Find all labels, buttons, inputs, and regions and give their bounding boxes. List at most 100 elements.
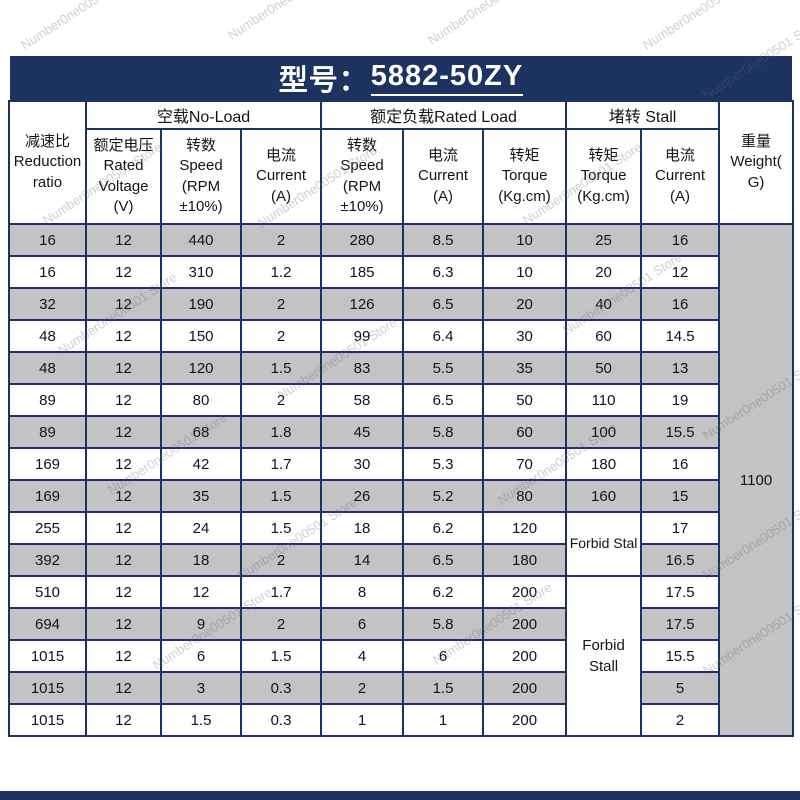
cell: 6 (160, 639, 242, 673)
col-header-rated-speed: 转数 Speed (RPM ±10%) (320, 128, 405, 225)
table-row: 16 12 440 2 280 8.5 10 25 16 1100 (8, 223, 795, 737)
cell: 200 (482, 639, 568, 673)
cell: 15.5 (640, 639, 721, 673)
cell: 12 (640, 255, 721, 289)
cell: 17.5 (640, 575, 721, 609)
table-row: 169 12 42 1.7 30 5.3 70 180 16 (8, 447, 793, 481)
cell: 8.5 (402, 223, 485, 257)
cell: 30 (320, 447, 405, 481)
cell: 16 (8, 255, 87, 289)
table-row: 255 12 24 1.5 18 6.2 120 Forbid Stal 17 (8, 511, 793, 577)
cell: 50 (482, 383, 568, 417)
cell: 14.5 (640, 319, 721, 353)
cell: 60 (565, 319, 643, 353)
cell: 1.7 (239, 447, 323, 481)
cell: 17.5 (640, 607, 721, 641)
col-header-noload-current: 电流 Current (A) (239, 128, 323, 225)
cell: 694 (8, 607, 87, 641)
cell: 16.5 (640, 543, 721, 577)
forbid-stall-note-2: Forbid Stall (565, 575, 643, 737)
sub-header-row: 额定电压Rated Voltage (V) 转数 Speed (RPM ±10%… (9, 128, 793, 225)
cell: 12 (85, 415, 162, 449)
cell: 6.5 (402, 287, 485, 321)
col-header-rated-current: 电流 Current (A) (402, 128, 485, 225)
group-header-stall: 堵转 Stall (565, 100, 721, 130)
cell: 12 (85, 447, 162, 481)
table-row: 1015 12 3 0.3 2 1.5 200 5 (8, 671, 793, 705)
cell: 18 (160, 543, 242, 577)
cell: 255 (8, 511, 87, 545)
cell: 83 (320, 351, 405, 385)
col-header-stall-torque: 转矩 Torque (Kg.cm) (565, 128, 643, 225)
bottom-bar (0, 791, 800, 800)
cell: 1.7 (239, 575, 323, 609)
cell: 12 (85, 703, 162, 737)
cell: 20 (482, 287, 568, 321)
cell: 1015 (8, 703, 87, 737)
cell: 6 (402, 639, 485, 673)
cell: 1.5 (239, 511, 323, 545)
cell: 8 (320, 575, 405, 609)
col-header-noload-speed: 转数 Speed (RPM ±10%) (160, 128, 242, 225)
cell: 6 (320, 607, 405, 641)
cell: 190 (160, 287, 242, 321)
cell: 13 (640, 351, 721, 385)
cell: 4 (320, 639, 405, 673)
cell: 12 (85, 543, 162, 577)
cell: 17 (640, 511, 721, 545)
cell: 12 (85, 511, 162, 545)
cell: 110 (565, 383, 643, 417)
cell: 1.5 (402, 671, 485, 705)
cell: 68 (160, 415, 242, 449)
cell: 99 (320, 319, 405, 353)
cell: 1.5 (160, 703, 242, 737)
cell: 12 (85, 319, 162, 353)
cell: 6.3 (402, 255, 485, 289)
cell: 12 (85, 575, 162, 609)
spec-table: 减速比 Reduction ratio 空载No-Load 额定负载Rated … (8, 100, 795, 737)
table-body: 16 12 440 2 280 8.5 10 25 16 1100 16 12 310 1.2 185 6.3… (8, 223, 795, 737)
table-row: 510 12 12 1.7 8 6.2 200 Forbid Stall 17.5 (8, 575, 793, 737)
cell: 24 (160, 511, 242, 545)
cell: 2 (320, 671, 405, 705)
cell: 12 (85, 607, 162, 641)
cell: 48 (8, 351, 87, 385)
cell: 16 (640, 447, 721, 481)
table-row: 89 12 80 2 58 6.5 50 110 19 (8, 383, 793, 417)
cell: 160 (565, 479, 643, 513)
cell: 1.5 (239, 639, 323, 673)
cell: 2 (640, 703, 721, 737)
cell: 6.5 (402, 383, 485, 417)
cell: 70 (482, 447, 568, 481)
cell: 60 (482, 415, 568, 449)
col-header-stall-current: 电流 Current (A) (640, 128, 721, 225)
cell: 16 (8, 223, 87, 257)
cell: 169 (8, 479, 87, 513)
cell: 2 (239, 607, 323, 641)
table-row: 392 12 18 2 14 6.5 180 16.5 (8, 543, 793, 577)
cell: 15 (640, 479, 721, 513)
cell: 40 (565, 287, 643, 321)
cell: 5.2 (402, 479, 485, 513)
cell: 169 (8, 447, 87, 481)
cell: 1015 (8, 671, 87, 705)
model-number: 5882-50ZY (370, 60, 524, 96)
table-row: 89 12 68 1.8 45 5.8 60 100 15.5 (8, 415, 793, 449)
cell: 100 (565, 415, 643, 449)
cell: 42 (160, 447, 242, 481)
cell: 6.5 (402, 543, 485, 577)
cell: 12 (85, 255, 162, 289)
cell: 16 (640, 223, 721, 257)
cell: 35 (482, 351, 568, 385)
cell: 180 (565, 447, 643, 481)
cell: 5.8 (402, 415, 485, 449)
watermark-text: Number0ne00501 Store (225, 0, 350, 43)
cell: 1 (402, 703, 485, 737)
weight-value: 1100 (718, 223, 795, 737)
title-bar: 型号： 5882-50ZY (10, 56, 792, 100)
cell: 19 (640, 383, 721, 417)
cell: 25 (565, 223, 643, 257)
cell: 12 (85, 479, 162, 513)
cell: 15.5 (640, 415, 721, 449)
